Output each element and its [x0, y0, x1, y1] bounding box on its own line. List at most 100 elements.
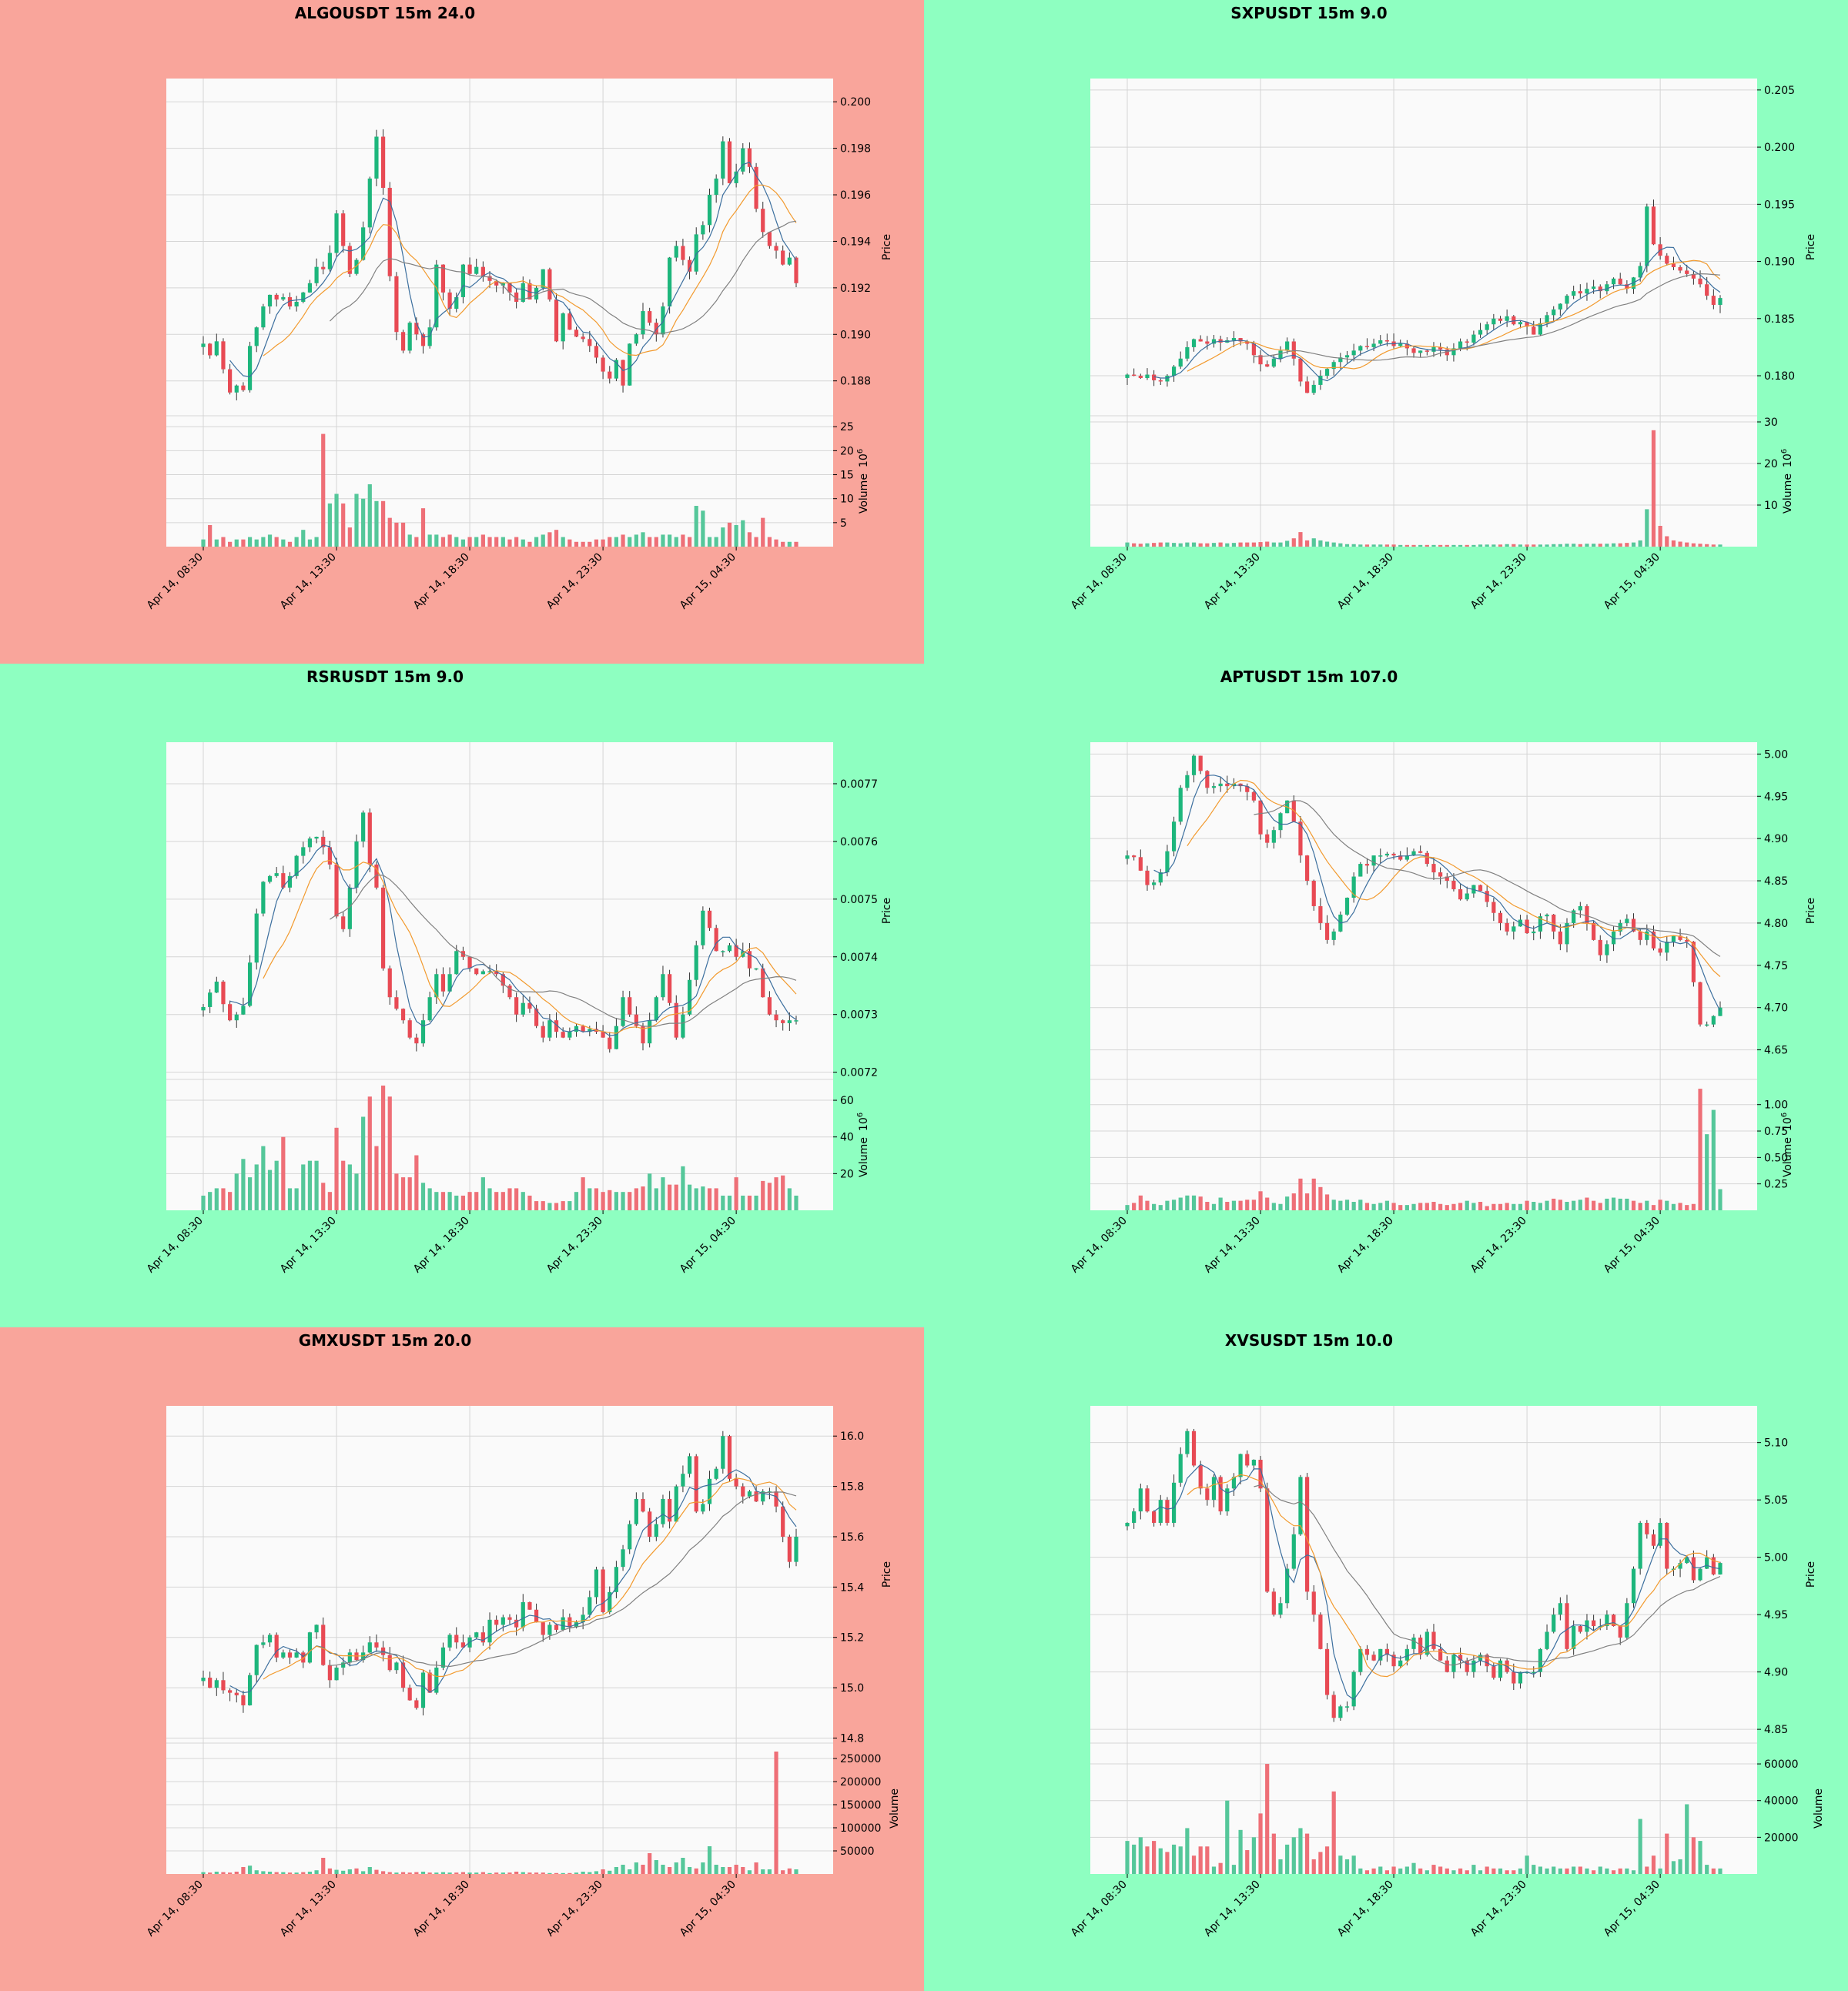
volume-bar — [434, 534, 439, 547]
volume-bar — [1398, 1868, 1403, 1874]
volume-bar — [307, 1160, 313, 1210]
candle-body — [1651, 1534, 1656, 1546]
price-tick-label: 5.00 — [1764, 748, 1788, 761]
volume-bar — [1398, 544, 1403, 547]
candle-body — [581, 1026, 585, 1032]
volume-bar — [1411, 1203, 1416, 1210]
candle-body — [1145, 374, 1150, 379]
candle-body — [1251, 791, 1256, 801]
candle-body — [674, 246, 678, 258]
price-tick-label: 0.194 — [840, 236, 871, 248]
candle-body — [1465, 893, 1469, 900]
candle-body — [1658, 1522, 1662, 1546]
moving-average-line — [1187, 1474, 1721, 1678]
volume-bars — [201, 1752, 798, 1874]
chart-panel-2: SXPUSDT 15m 9.0 0.180 0.185 0.190 0.195 0.200… — [924, 0, 1848, 664]
candle-body — [654, 997, 658, 1021]
volume-bar — [541, 534, 545, 547]
volume-bar — [1285, 1196, 1290, 1210]
candle-body — [334, 213, 339, 253]
candle-body — [1618, 1626, 1622, 1638]
volume-bar — [521, 1872, 525, 1874]
candlestick-chart-svg: XVSUSDT 15m 10.0 4.85 4.90 4.95 5.00 5.05 5.10… — [1069, 1331, 1825, 1939]
candle-body — [527, 1002, 532, 1009]
time-tick-label: Apr 15, 04:30 — [1602, 551, 1662, 612]
candle-body — [1485, 1655, 1489, 1667]
price-tick-label: 16.0 — [840, 1431, 864, 1443]
plot-area — [1090, 1406, 1757, 1874]
candle-body — [447, 974, 452, 992]
candle-body — [460, 264, 466, 297]
volume-bar — [1231, 1865, 1237, 1874]
volume-tick-label: 25 — [840, 421, 854, 433]
volume-bar — [1178, 1197, 1183, 1210]
candle-body — [787, 1536, 792, 1562]
candle-body — [1384, 340, 1390, 342]
volume-bar — [374, 500, 379, 547]
price-tick-label: 0.0077 — [840, 778, 878, 791]
candle-body — [1611, 1615, 1616, 1627]
candle-body — [367, 178, 372, 228]
volume-bar — [1384, 1200, 1390, 1210]
volume-bar — [601, 1869, 605, 1874]
candle-body — [201, 1006, 206, 1011]
volume-tick-label: 20 — [840, 1168, 854, 1180]
volume-bar — [541, 1872, 545, 1874]
volume-bar — [1458, 1868, 1463, 1874]
volume-bar — [561, 1201, 565, 1210]
candle-body — [1458, 1655, 1463, 1661]
candle-body — [1218, 1477, 1223, 1512]
volume-bar — [1598, 1203, 1602, 1210]
candle-body — [1445, 1660, 1449, 1672]
candle-body — [434, 264, 439, 328]
price-tick-label: 0.196 — [840, 189, 871, 202]
volume-bar — [301, 1164, 306, 1210]
candle-body — [761, 1491, 765, 1502]
candle-body — [414, 1037, 419, 1044]
volume-bar — [1178, 1846, 1183, 1874]
candle-body — [1178, 1454, 1183, 1483]
volume-bar — [1505, 544, 1509, 547]
volume-bar — [1505, 1203, 1509, 1210]
volume-bar — [574, 541, 579, 547]
moving-average-line — [1254, 1484, 1721, 1666]
volume-bar — [341, 1160, 346, 1210]
candle-body — [734, 1478, 738, 1487]
volume-tick-label: 5 — [840, 517, 847, 530]
candle-body — [381, 887, 386, 969]
volume-bar — [554, 1872, 559, 1874]
chart-title: XVSUSDT 15m 10.0 — [1225, 1331, 1393, 1350]
candle-body — [1538, 1648, 1542, 1672]
candle-body — [1364, 1648, 1370, 1655]
price-tick-label: 0.185 — [1764, 313, 1795, 326]
volume-bar — [1532, 544, 1536, 547]
volume-bar — [1351, 1855, 1356, 1874]
volume-bar — [494, 537, 499, 547]
volume-bar — [1578, 544, 1582, 547]
time-tick-label: Apr 14, 08:30 — [145, 1879, 206, 1939]
volume-bar — [1478, 544, 1483, 547]
volume-bar — [1152, 1841, 1157, 1874]
volume-bar — [1171, 1200, 1177, 1210]
candle-body — [1378, 1648, 1383, 1661]
volume-bar — [1225, 543, 1230, 547]
candle-body — [1165, 1500, 1170, 1523]
moving-average-line — [229, 845, 797, 1037]
volume-axis-label: Volume106 — [1780, 449, 1794, 514]
candle-body — [394, 1662, 399, 1671]
volume-bar — [487, 1188, 492, 1210]
volume-bar — [621, 1192, 625, 1210]
volume-bar — [274, 1160, 279, 1210]
volume-bar — [1384, 544, 1390, 547]
candle-body — [527, 1601, 532, 1610]
candle-body — [641, 311, 645, 335]
volume-bar — [534, 1201, 539, 1210]
volume-bar — [687, 1184, 692, 1210]
candle-body — [394, 276, 399, 333]
volume-bar — [1358, 1868, 1363, 1874]
volume-bar — [201, 1195, 206, 1210]
candle-body — [1225, 1488, 1230, 1512]
candle-body — [427, 1672, 432, 1693]
volume-bar — [1658, 526, 1662, 547]
candles — [201, 808, 798, 1053]
